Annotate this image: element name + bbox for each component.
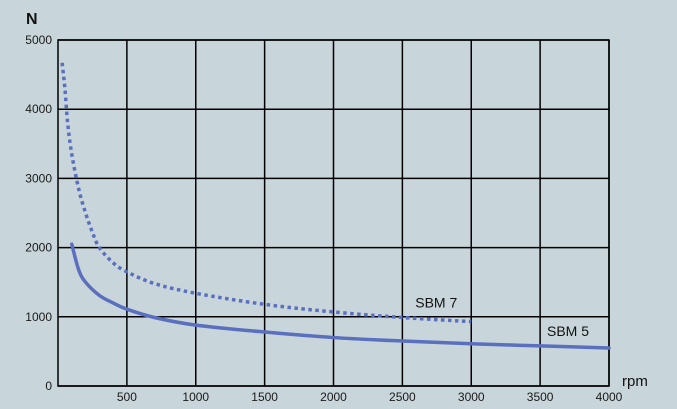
x-tick-label: 3000: [458, 390, 485, 404]
series-label: SBM 7: [415, 295, 457, 311]
x-axis-title: rpm: [622, 373, 648, 390]
y-tick-label: 0: [45, 379, 52, 393]
tick-labels: 500 1000 1500 2000 2500 3000 3500 4000 0 1000 2000…: [25, 33, 622, 404]
y-tick-label: 4000: [25, 102, 52, 116]
y-tick-label: 3000: [25, 171, 52, 185]
series-labels: SBM 7 SBM 5: [415, 295, 589, 339]
x-tick-label: 1500: [251, 390, 278, 404]
series-line-sbm-5: [70, 242, 611, 350]
y-tick-label: 1000: [25, 310, 52, 324]
x-tick-label: 3500: [527, 390, 554, 404]
x-tick-label: 4000: [596, 390, 623, 404]
y-axis-title: N: [26, 11, 38, 28]
series-line-sbm-7: [60, 62, 472, 324]
x-tick-label: 2000: [320, 390, 347, 404]
x-tick-label: 1000: [182, 390, 209, 404]
x-tick-label: 2500: [389, 390, 416, 404]
y-tick-label: 5000: [25, 33, 52, 47]
y-tick-label: 2000: [25, 241, 52, 255]
series-group: [60, 62, 611, 350]
x-tick-label: 500: [117, 390, 137, 404]
series-label: SBM 5: [547, 323, 589, 339]
